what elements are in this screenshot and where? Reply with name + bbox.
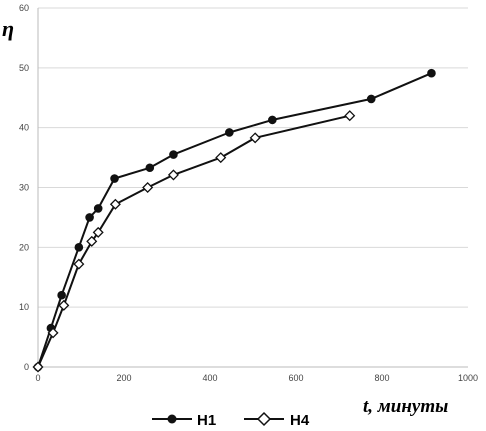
legend-h1-marker [167, 414, 177, 424]
series-h4-point-11 [344, 110, 356, 122]
series-h4-point-8 [167, 169, 179, 181]
y-tick-label-20: 20 [19, 242, 29, 252]
legend-h4-label: H4 [290, 412, 310, 429]
series-h1-point-3 [74, 243, 84, 252]
series-h4-point-7 [142, 181, 154, 194]
series-h1-point-12 [427, 68, 436, 78]
series-h4-line [37, 114, 351, 368]
x-tick-label-0: 0 [35, 373, 40, 383]
x-tick-label-1000: 1000 [458, 373, 478, 383]
series-h4-point-0 [32, 361, 44, 373]
y-axis-label: η [2, 16, 14, 41]
legend-item-h4: H4 [244, 411, 310, 429]
x-tick-label-800: 800 [374, 373, 389, 383]
series-h4-point-1 [47, 327, 59, 339]
x-tick-label-400: 400 [202, 373, 217, 383]
series-h1-point-9 [225, 128, 234, 137]
series-h1-point-2 [57, 290, 66, 300]
legend-h4-marker [256, 411, 272, 427]
series-h4-point-5 [92, 226, 104, 238]
gridlines [38, 7, 468, 308]
series-h1 [33, 68, 436, 372]
series-group [32, 68, 436, 373]
series-h1-point-4 [85, 213, 94, 222]
y-tick-label-40: 40 [19, 123, 29, 133]
series-h4 [32, 110, 356, 373]
x-tick-label-600: 600 [288, 373, 303, 383]
y-tick-label-10: 10 [19, 302, 29, 312]
y-tick-labels: 0 10 20 30 40 50 60 [19, 3, 29, 372]
series-h4-point-6 [109, 198, 121, 210]
series-h4-point-9 [215, 152, 227, 164]
series-h1-point-10 [268, 115, 277, 125]
series-h4-point-10 [249, 132, 261, 144]
series-h1-line [37, 72, 432, 368]
y-tick-label-30: 30 [19, 183, 29, 193]
series-h4-point-4 [86, 235, 98, 247]
x-tick-label-200: 200 [116, 373, 131, 383]
x-axis-label: t, минуты [363, 396, 448, 417]
legend-h1-label: H1 [197, 412, 216, 429]
y-tick-label-60: 60 [19, 3, 29, 13]
axes [37, 8, 468, 368]
series-h1-point-11 [366, 94, 376, 104]
series-h1-point-6 [110, 174, 119, 183]
series-h1-point-5 [93, 204, 103, 213]
legend: H1 H4 [152, 411, 310, 429]
y-tick-label-0: 0 [24, 362, 29, 372]
legend-item-h1: H1 [152, 412, 216, 429]
series-h4-point-2 [58, 299, 70, 311]
y-tick-label-50: 50 [19, 63, 29, 73]
series-h1-point-7 [145, 163, 155, 173]
series-h4-point-3 [73, 258, 85, 270]
x-tick-labels: 0 200 400 600 800 1000 [35, 373, 478, 383]
series-h1-point-8 [169, 150, 178, 159]
